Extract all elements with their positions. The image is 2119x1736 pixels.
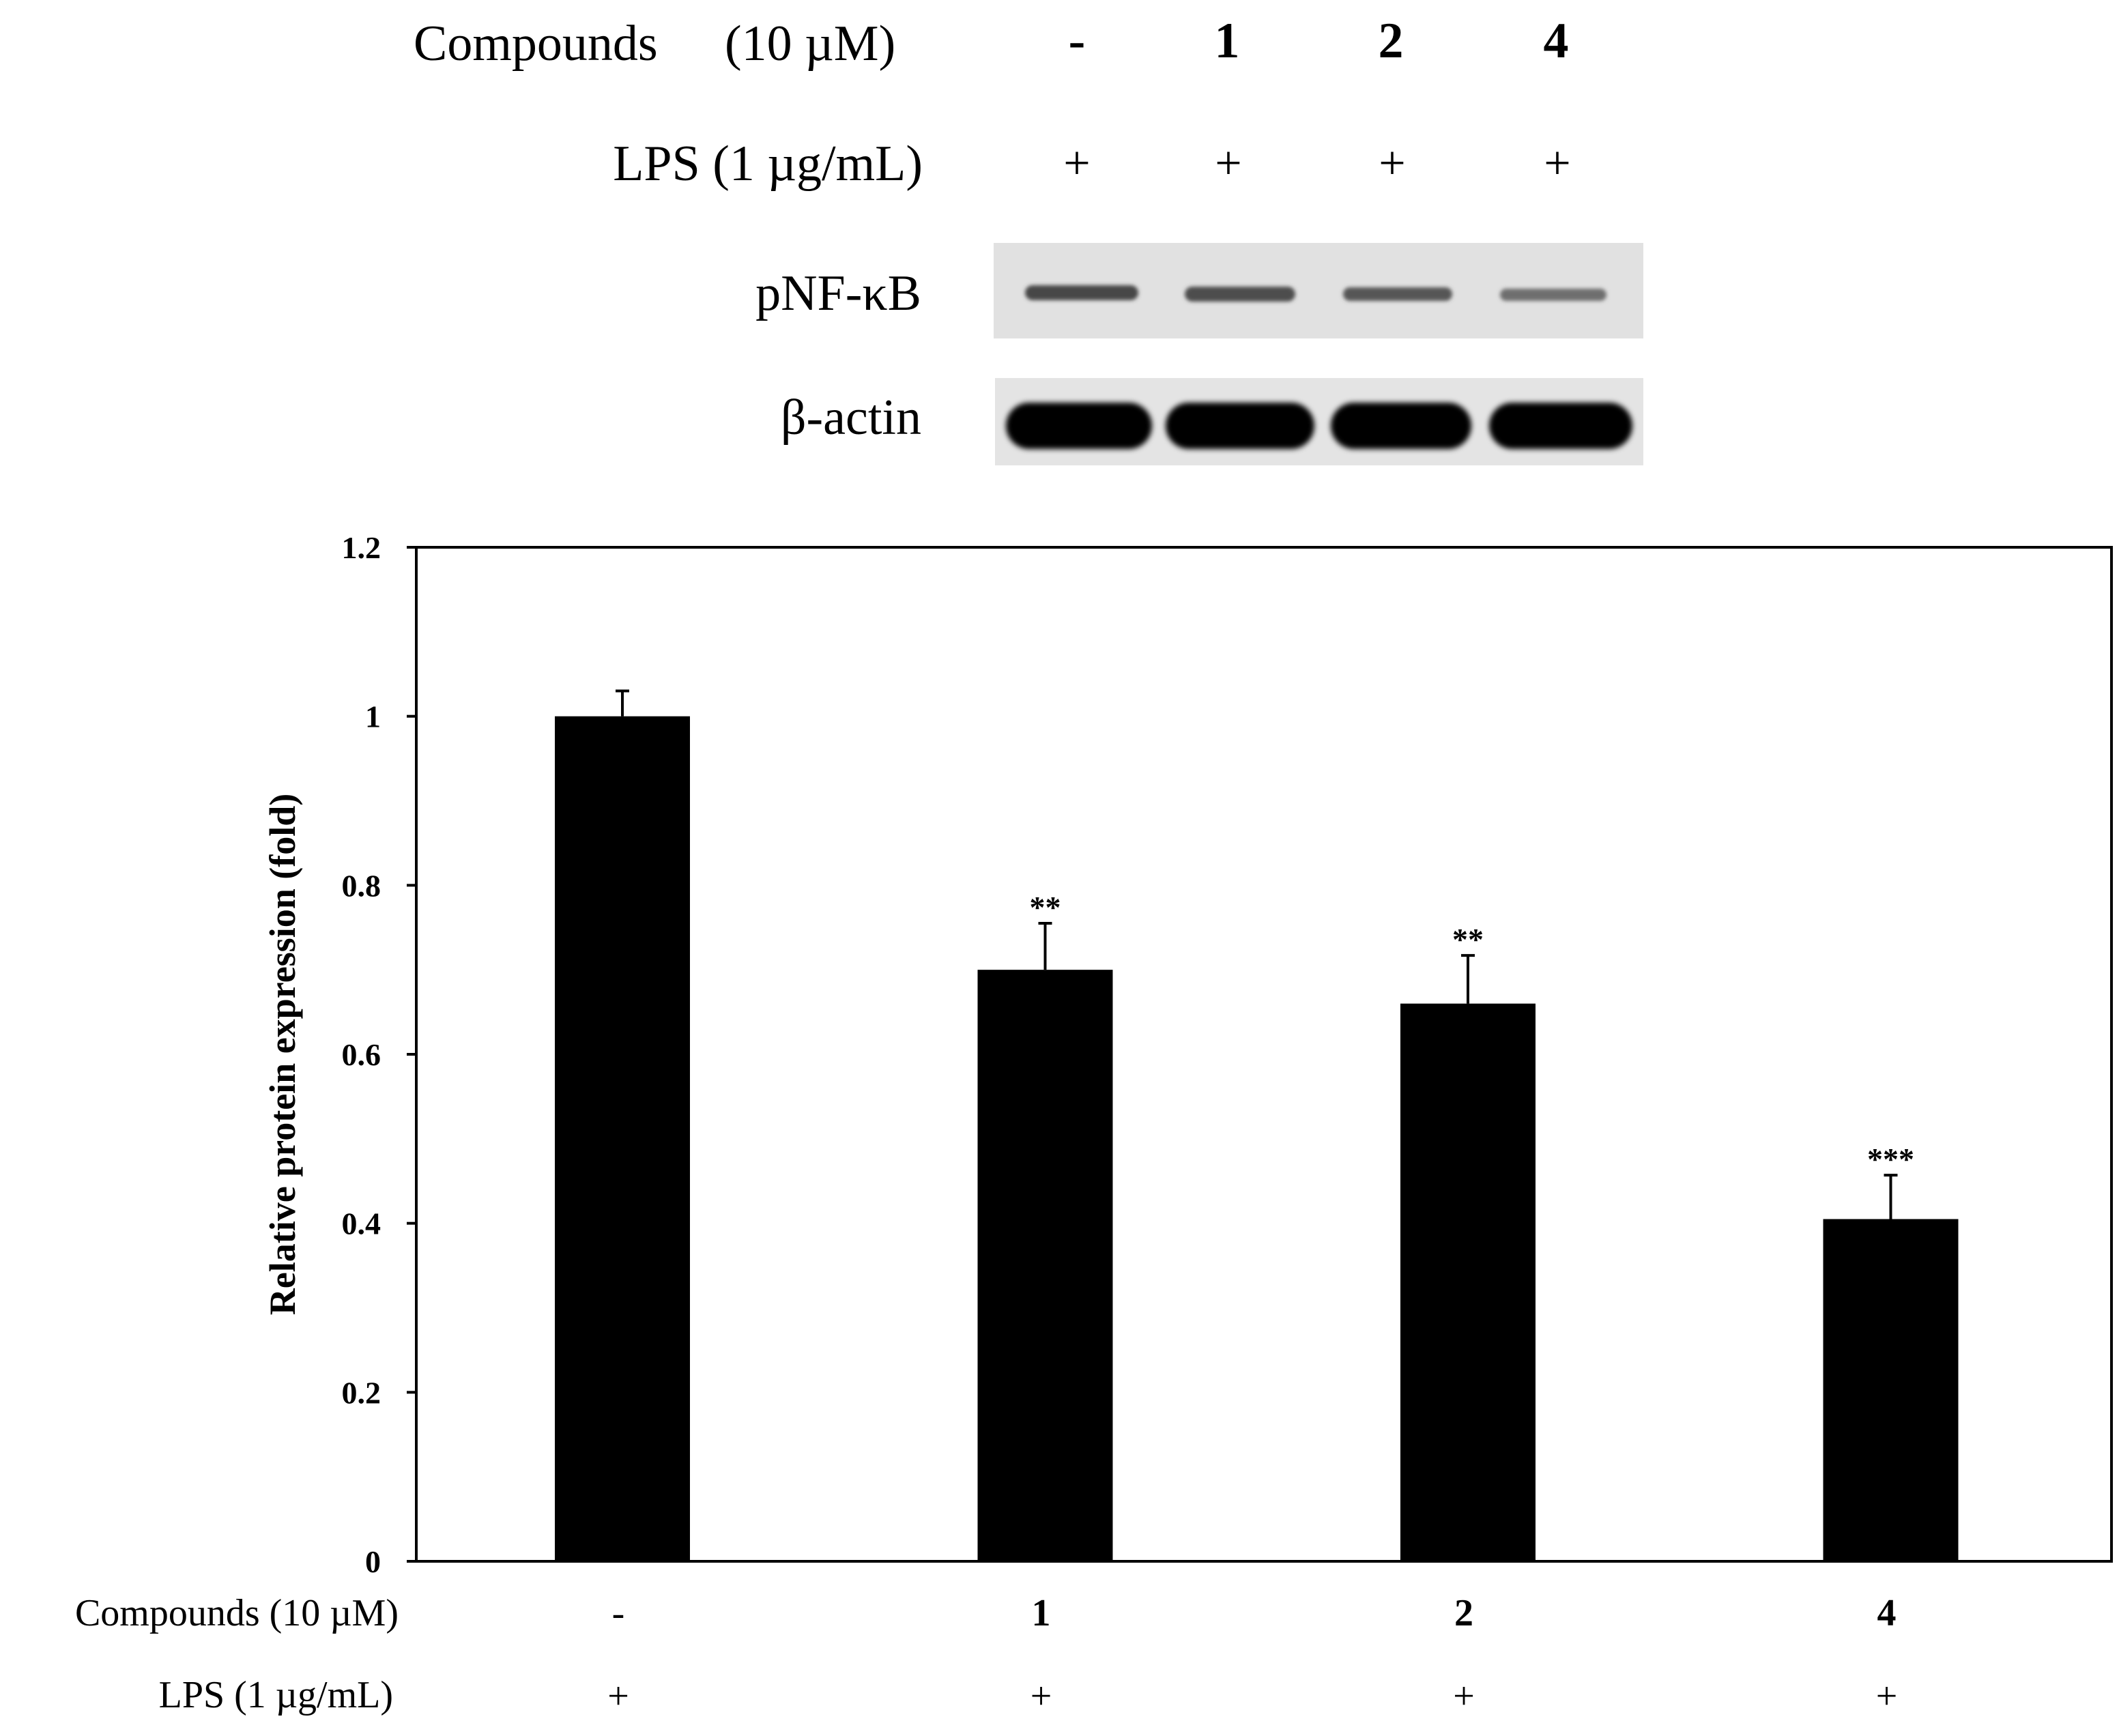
blot-bands-actin [1006, 403, 1632, 449]
y-tick-label: 0.8 [342, 868, 381, 903]
y-tick-label: 0 [365, 1544, 381, 1579]
y-tick-label: 0.2 [342, 1375, 381, 1410]
x-compound-value: 4 [1877, 1592, 1897, 1634]
bar [1823, 1219, 1959, 1561]
band-actin-lane3 [1331, 403, 1471, 449]
bar [555, 716, 690, 1561]
y-tick-label: 0.4 [342, 1206, 381, 1241]
bar [977, 970, 1113, 1561]
blot-lane-label: 4 [1544, 13, 1569, 69]
x-compound-value: 1 [1032, 1592, 1051, 1634]
x-compound-value: - [612, 1592, 625, 1634]
x-lps-value: + [1453, 1675, 1475, 1718]
blot-lps-mark: + [1063, 137, 1090, 190]
blot-band-label-actin: β-actin [781, 390, 921, 446]
significance-mark: ** [1030, 890, 1061, 925]
y-tick-label: 1 [365, 699, 381, 734]
x-compounds-label: Compounds (10 µM) [75, 1592, 399, 1634]
x-lps-label: LPS (1 µg/mL) [159, 1674, 393, 1716]
band-actin-lane2 [1166, 403, 1314, 449]
blot-compounds-conc: (10 µM) [725, 16, 895, 72]
band-pnfkb-lane1 [1025, 285, 1138, 300]
blot-lps-mark: + [1215, 137, 1241, 190]
band-pnfkb-lane4 [1500, 289, 1606, 301]
x-lps-value: + [1030, 1675, 1052, 1718]
blot-compounds-label: Compounds [414, 16, 658, 72]
blot-lane-label: 1 [1215, 13, 1240, 69]
blot-lane-label: - [1069, 13, 1086, 69]
blot-bands-pnfkb [1025, 285, 1606, 302]
significance-mark: ** [1452, 922, 1484, 957]
band-pnfkb-lane2 [1185, 287, 1295, 302]
blot-panel: Compounds (10 µM) - 1 2 4 LPS (1 µg/mL) … [414, 13, 1643, 465]
significance-mark: *** [1867, 1142, 1914, 1176]
blot-lane-label: 2 [1379, 13, 1404, 69]
band-actin-lane1 [1006, 403, 1152, 449]
x-condition-rows: Compounds (10 µM) LPS (1 µg/mL) - 1 2 4 + + + + [75, 1592, 1897, 1718]
blot-lps-mark: + [1379, 137, 1405, 190]
blot-lps-mark: + [1544, 137, 1570, 190]
y-axis-ticks: 0 0.2 0.4 0.6 0.8 1 1.2 [342, 530, 416, 1579]
blot-lps-label: LPS (1 µg/mL) [613, 136, 923, 192]
x-lps-value: + [607, 1675, 629, 1718]
band-pnfkb-lane3 [1343, 287, 1452, 301]
bars: ******* [555, 689, 1959, 1561]
x-lps-value: + [1876, 1675, 1898, 1718]
x-compound-value: 2 [1454, 1592, 1473, 1634]
bar-chart: 00.20.40.60.811.2 ******* Relative prote… [262, 530, 2113, 1579]
bar [1400, 1003, 1536, 1561]
y-tick-label: 1.2 [342, 530, 381, 565]
blot-band-label-pnfkb: pNF-κB [755, 265, 921, 321]
y-tick-label: 0.6 [342, 1037, 381, 1072]
x-row-values: - 1 2 4 + + + + [607, 1592, 1897, 1718]
y-axis-label: Relative protein expression (fold) [262, 794, 303, 1315]
band-actin-lane4 [1489, 403, 1632, 449]
